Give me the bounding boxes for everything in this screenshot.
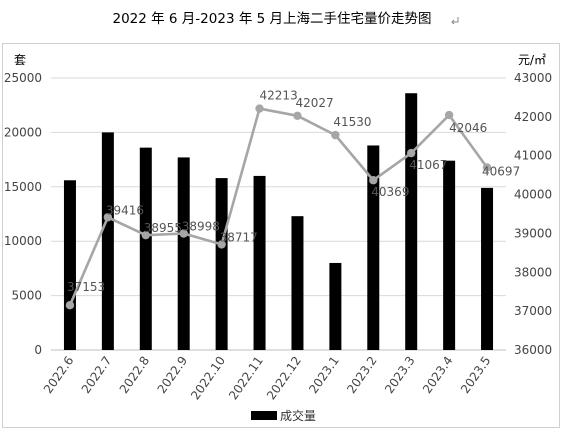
line-point [103,213,113,222]
bar [367,145,380,350]
line-point [141,230,150,240]
legend-swatch [251,411,277,420]
line-point [217,240,226,249]
line-point [331,130,340,140]
right-tick-label: 42000 [514,110,552,124]
bar [291,216,304,350]
right-tick-label: 36000 [514,343,552,357]
line-point [444,110,454,120]
data-label: 37153 [67,280,105,294]
right-tick-label: 40000 [514,188,552,202]
left-tick-label: 5000 [11,289,42,303]
data-label: 40697 [482,164,520,178]
paragraph-mark-icon [451,17,459,25]
chart-border [2,43,560,428]
left-axis-unit: 套 [14,53,26,67]
data-label: 42027 [295,96,333,110]
data-label: 40369 [371,185,409,199]
data-label: 38998 [182,220,220,234]
bar [253,175,266,350]
bar [101,132,114,350]
legend-label: 成交量 [280,408,316,423]
line-point [369,176,378,185]
bar [329,262,342,350]
legend: 成交量 [251,408,316,423]
bar-series [63,93,494,351]
data-label: 38717 [220,230,258,244]
right-axis-ticks: 36000 37000 38000 39000 40000 41000 42000 43000 [514,71,552,357]
left-tick-label: 0 [34,343,42,357]
line-point [179,229,188,238]
left-tick-label: 25000 [4,71,42,85]
line-series [65,104,492,310]
line-point [293,111,302,121]
data-label: 38955 [144,221,182,235]
bar [481,187,494,350]
data-label: 41530 [333,115,371,129]
left-tick-label: 20000 [4,125,42,139]
bar [215,178,228,350]
left-axis-ticks: 0 5000 10000 15000 20000 25000 [4,71,42,357]
left-tick-label: 10000 [4,234,42,248]
right-tick-label: 37000 [514,304,552,318]
data-label: 41067 [409,158,447,172]
bar [177,157,190,350]
line-point [255,104,264,113]
bar [405,93,418,351]
right-tick-label: 38000 [514,265,552,279]
right-axis-unit: 元/㎡ [518,53,546,67]
chart-title: 2022 年 6 月-2023 年 5 月上海二手住宅量价走势图 [112,11,431,27]
right-tick-label: 43000 [514,71,552,85]
series-line [68,107,489,306]
line-point [407,148,416,158]
bar [63,180,76,350]
data-label: 39416 [106,203,144,217]
right-tick-label: 39000 [514,226,552,240]
line-point [482,163,492,172]
bar [139,147,152,350]
data-label: 42046 [449,121,487,135]
right-tick-label: 41000 [514,149,552,163]
left-tick-label: 15000 [4,180,42,194]
line-point [65,300,75,310]
data-label: 42213 [260,89,298,103]
bar [443,160,456,350]
